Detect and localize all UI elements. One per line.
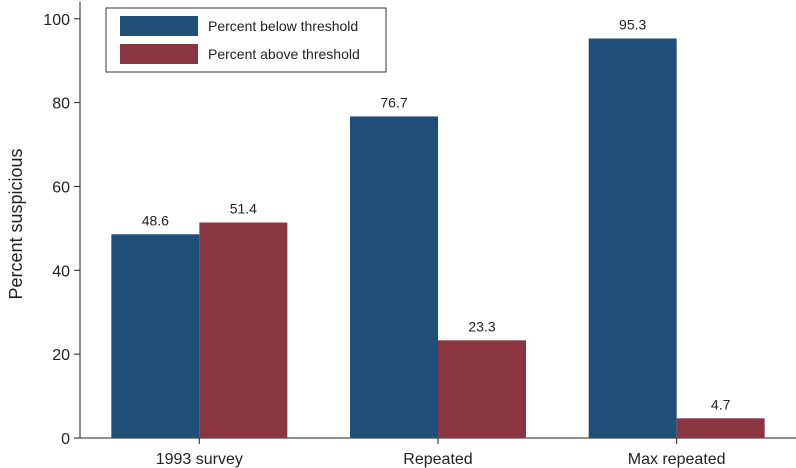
y-tick-label: 40: [52, 263, 70, 280]
y-tick-label: 20: [52, 347, 70, 364]
bar: [111, 234, 200, 438]
bar: [588, 38, 677, 438]
bar: [438, 340, 526, 438]
legend-swatch: [120, 44, 198, 64]
plot-area: 0 20 40 60 80 100 1993 survey 48.6 51.4 Repeated 7…: [43, 2, 796, 468]
legend: Percent below threshold Percent above thr…: [105, 7, 387, 73]
x-tick-label: Max repeated: [628, 451, 726, 468]
bar: [676, 418, 765, 438]
data-label: 95.3: [619, 16, 646, 32]
bar: [199, 222, 288, 438]
x-tick-label: Repeated: [403, 451, 472, 468]
legend-label: Percent below threshold: [208, 18, 358, 34]
data-label: 76.7: [380, 94, 407, 110]
bar: [350, 116, 438, 438]
y-tick-label: 80: [52, 96, 70, 113]
legend-swatch: [120, 16, 198, 36]
data-label: 51.4: [230, 201, 257, 217]
y-tick-label: 0: [61, 431, 70, 448]
data-label: 23.3: [468, 318, 495, 334]
data-label: 4.7: [711, 396, 731, 412]
y-axis-title: Percent suspicious: [6, 148, 26, 299]
data-label: 48.6: [142, 212, 169, 228]
y-tick-label: 100: [43, 12, 70, 29]
x-tick-label: 1993 survey: [156, 451, 243, 468]
legend-label: Percent above threshold: [208, 46, 360, 62]
y-tick-label: 60: [52, 179, 70, 196]
